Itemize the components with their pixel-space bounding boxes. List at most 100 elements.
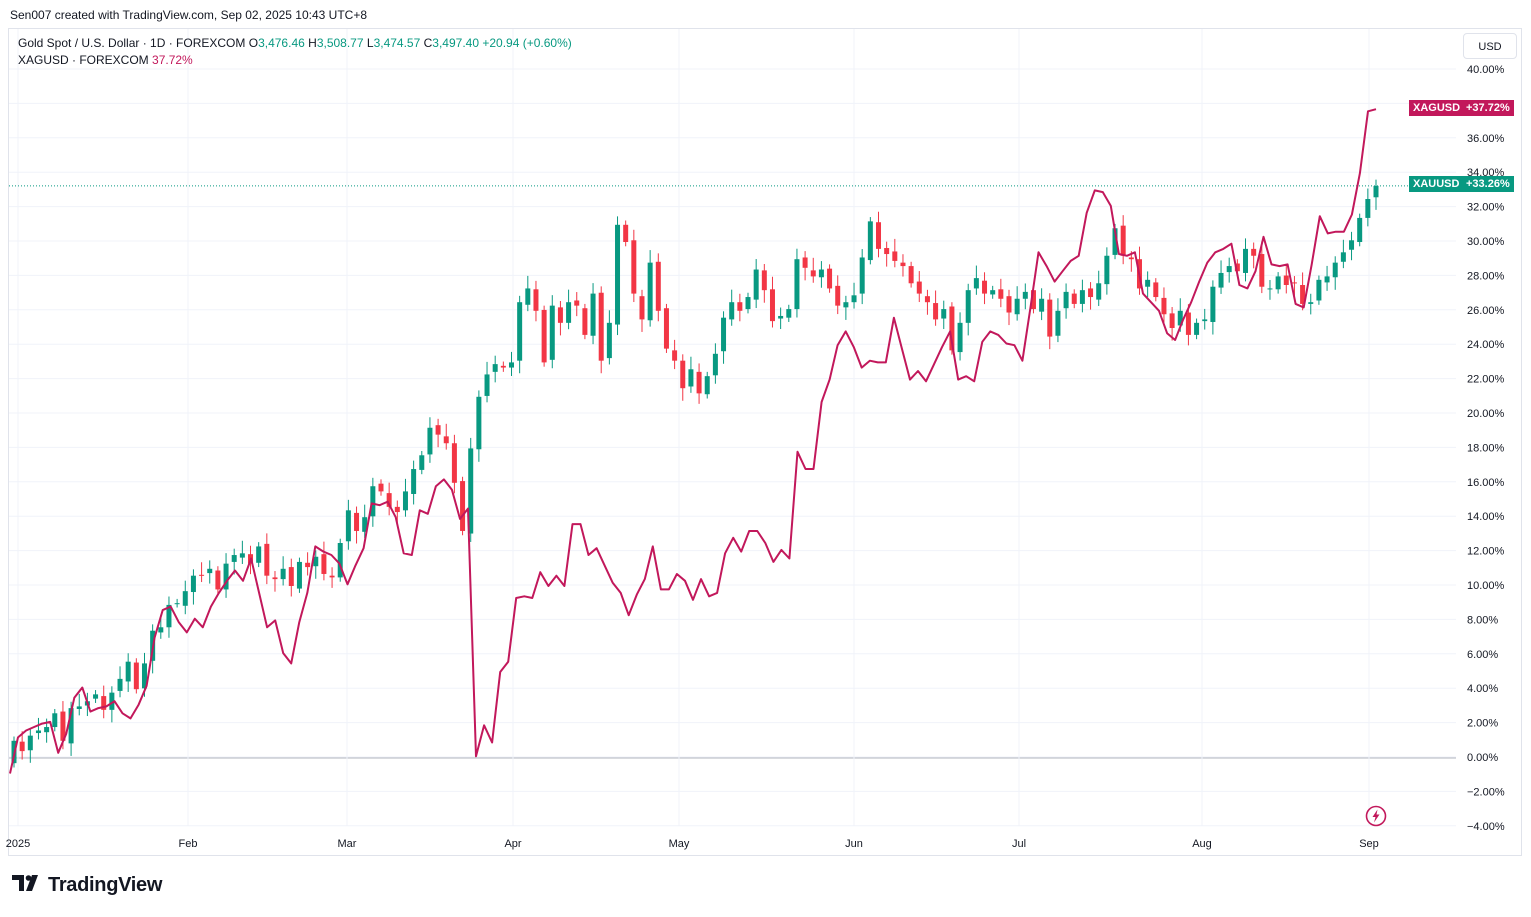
- candle-body: [900, 262, 906, 267]
- compare-symbol[interactable]: XAGUSD · FOREXCOM: [18, 53, 149, 67]
- y-tick-label: 22.00%: [1467, 374, 1505, 386]
- chart-legend: Gold Spot / U.S. Dollar · 1D · FOREXCOM …: [18, 35, 572, 69]
- candle-body: [117, 678, 123, 691]
- candle-body: [990, 290, 996, 295]
- candle-body: [199, 574, 205, 576]
- brand-name: TradingView: [48, 874, 163, 896]
- xauusd-name-tag: XAUUSD: [1409, 176, 1464, 192]
- xagusd-line-path: [9, 108, 1377, 774]
- main-series-legend[interactable]: Gold Spot / U.S. Dollar · 1D · FOREXCOM …: [18, 35, 572, 52]
- x-tick-label: Feb: [179, 838, 198, 850]
- candle-body: [223, 563, 229, 590]
- candle-body: [745, 297, 751, 310]
- candle-body: [582, 308, 588, 335]
- candle-body: [362, 517, 368, 532]
- candle-body: [1112, 228, 1118, 255]
- candle-body: [1128, 257, 1134, 260]
- candle-body: [378, 483, 384, 492]
- candle-body: [329, 575, 335, 578]
- candle-body: [141, 663, 147, 689]
- y-tick-label: 14.00%: [1467, 511, 1505, 523]
- time-axis-labels: 2025 Feb Mar Apr May Jun Jul Aug Sep: [6, 838, 1379, 850]
- candle-body: [451, 443, 457, 483]
- candle-body: [166, 604, 172, 628]
- candle-body: [1030, 290, 1036, 310]
- candle-body: [704, 376, 710, 395]
- candle-body: [941, 309, 947, 319]
- candle-body: [1251, 248, 1257, 256]
- candle-body: [973, 278, 979, 289]
- candle-body: [794, 259, 800, 310]
- y-tick-label: −2.00%: [1467, 786, 1505, 798]
- candle-body: [721, 317, 727, 352]
- candle-body: [1234, 263, 1240, 272]
- xagusd-name-tag: XAGUSD: [1409, 100, 1465, 116]
- candle-body: [688, 369, 694, 387]
- candle-body: [256, 546, 262, 563]
- compare-series-legend[interactable]: XAGUSD · FOREXCOM 37.72%: [18, 52, 572, 69]
- candle-body: [1079, 290, 1085, 304]
- candle-body: [1275, 276, 1281, 290]
- candle-body: [802, 257, 808, 268]
- candle-body: [207, 568, 213, 574]
- candle-body: [370, 486, 376, 517]
- candle-body: [19, 741, 25, 752]
- candle-body: [460, 481, 466, 531]
- candle-body: [305, 562, 311, 568]
- candle-body: [484, 374, 490, 396]
- candle-body: [1185, 312, 1191, 335]
- y-tick-label: 28.00%: [1467, 270, 1505, 282]
- candle-body: [402, 491, 408, 511]
- candle-body: [354, 512, 360, 531]
- compare-value: 37.72%: [152, 53, 193, 67]
- candle-body: [1349, 240, 1355, 250]
- y-tick-label: 16.00%: [1467, 477, 1505, 489]
- candle-body: [1194, 322, 1200, 335]
- candle-body: [419, 455, 425, 470]
- candle-body: [786, 309, 792, 318]
- candle-body: [1332, 262, 1338, 278]
- candle-body: [1055, 310, 1061, 336]
- candle-body: [574, 300, 580, 306]
- candle-body: [313, 556, 319, 567]
- x-tick-label: 2025: [6, 838, 30, 850]
- low-value: 3,474.57: [373, 36, 421, 50]
- candle-body: [696, 371, 702, 394]
- candle-body: [606, 322, 612, 359]
- candle-body: [1226, 266, 1232, 273]
- candle-body: [590, 293, 596, 336]
- candle-body: [1218, 272, 1224, 288]
- high-value: 3,508.77: [316, 36, 364, 50]
- candle-body: [35, 730, 41, 734]
- candle-body: [411, 469, 417, 494]
- candle-body: [500, 365, 506, 368]
- tradingview-branding[interactable]: TradingView: [12, 874, 162, 897]
- lightning-bolt-icon[interactable]: [1365, 805, 1387, 832]
- candle-body: [1259, 254, 1265, 287]
- candle-body: [647, 262, 653, 321]
- currency-button[interactable]: USD: [1463, 33, 1517, 59]
- symbol-title[interactable]: Gold Spot / U.S. Dollar · 1D · FOREXCOM: [18, 36, 246, 50]
- candle-body: [1316, 279, 1322, 301]
- x-tick-label: Jul: [1012, 838, 1026, 850]
- candle-body: [1022, 291, 1028, 299]
- y-tick-label: 26.00%: [1467, 305, 1505, 317]
- candle-body: [386, 493, 392, 507]
- chart-grid: [9, 29, 1456, 827]
- candle-body: [1153, 282, 1159, 298]
- close-label: C: [423, 36, 433, 50]
- open-value: 3,476.46: [258, 36, 305, 50]
- candle-body: [663, 308, 669, 349]
- candle-body: [908, 266, 914, 284]
- y-tick-label: 10.00%: [1467, 580, 1505, 592]
- y-tick-label: 0.00%: [1467, 752, 1498, 764]
- y-tick-label: 40.00%: [1467, 64, 1505, 76]
- y-tick-label: 24.00%: [1467, 339, 1505, 351]
- change-value: +20.94 (+0.60%): [482, 36, 572, 50]
- candle-body: [639, 296, 645, 320]
- candle-body: [1096, 283, 1102, 300]
- candle-body: [933, 303, 939, 320]
- candle-body: [566, 302, 572, 323]
- candle-body: [76, 706, 82, 709]
